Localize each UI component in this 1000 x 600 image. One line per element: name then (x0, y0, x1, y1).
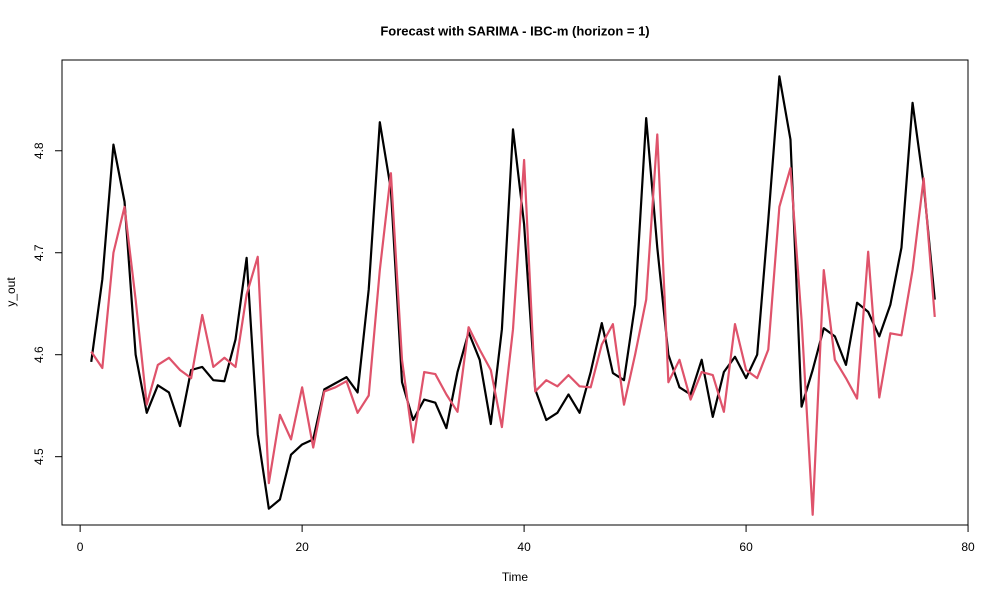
series-line (90, 133, 936, 516)
x-tick-label: 80 (961, 540, 975, 554)
x-tick-label: 60 (739, 540, 753, 554)
x-tick-label: 20 (295, 540, 309, 554)
y-tick-label: 4.7 (32, 244, 46, 261)
x-axis-label: Time (502, 570, 529, 584)
y-tick-label: 4.6 (32, 346, 46, 363)
x-tick-label: 0 (77, 540, 84, 554)
y-tick-label: 4.8 (32, 142, 46, 159)
chart-title: Forecast with SARIMA - IBC-m (horizon = … (380, 23, 649, 38)
x-tick-label: 40 (517, 540, 531, 554)
y-axis-label: y_out (4, 277, 18, 307)
plot-box (61, 59, 969, 526)
y-tick-label: 4.5 (32, 448, 46, 465)
